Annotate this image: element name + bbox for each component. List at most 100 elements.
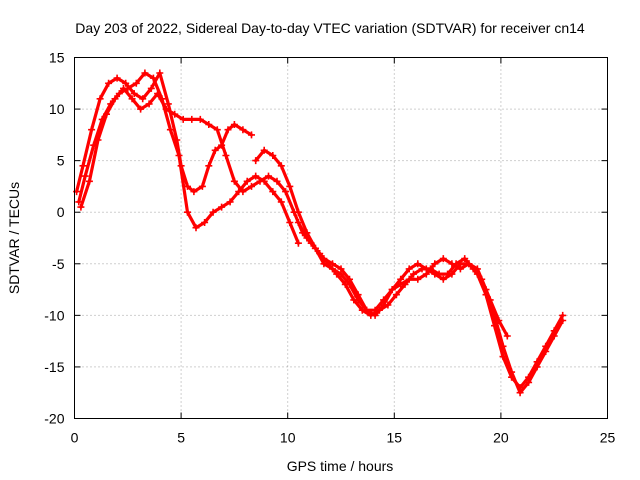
y-tick-label: -10 [44,307,64,323]
data-point [256,177,264,185]
data-point [508,368,516,376]
data-point [294,208,302,216]
data-point [311,244,319,252]
data-point [226,198,234,206]
data-point [388,286,396,294]
data-point [277,198,285,206]
data-point [179,115,187,123]
axis-ticks: 0 5 10 15 20 25 -20 -15 -10 -5 0 5 10 15 [44,50,615,446]
data-point [190,188,198,196]
x-axis-label: GPS time / hours [287,458,394,474]
data-point [239,188,247,196]
x-tick-label: 5 [177,430,185,446]
data-point [120,84,127,92]
plot-frame [74,57,608,419]
data-point [286,219,294,226]
x-tick-label: 0 [71,430,79,446]
series-markers [294,219,567,397]
data-point [542,348,550,355]
data-point [224,126,232,134]
data-point [277,162,285,170]
y-tick-label: -20 [44,411,64,427]
data-point [113,74,121,82]
x-tick-label: 15 [387,430,403,446]
data-point [175,152,183,159]
data-point [516,389,524,397]
data-series [73,69,567,397]
data-point [196,115,204,123]
data-point [85,177,93,185]
data-point [184,208,191,216]
data-point [320,255,328,263]
grid-lines [74,57,608,419]
data-point [205,121,213,128]
data-point [130,90,138,98]
chart-title: Day 203 of 2022, Sidereal Day-to-day VTE… [75,20,585,36]
data-point [198,182,206,190]
data-point [96,95,104,103]
data-point [252,172,260,180]
data-point [329,260,336,268]
data-point [294,239,302,247]
data-point [491,311,498,319]
x-tick-label: 20 [493,430,509,446]
data-point [171,110,179,118]
data-point [239,126,247,134]
series-track-e [294,219,567,397]
x-tick-label: 25 [600,430,616,446]
data-point [88,126,96,134]
data-point [392,291,400,299]
data-point [248,131,255,139]
data-point [222,152,230,159]
data-point [346,275,353,283]
data-point [209,208,217,216]
data-point [269,152,277,159]
data-point [473,265,481,273]
data-point [303,234,311,242]
data-point [243,177,251,185]
data-point [79,162,87,170]
data-point [482,286,490,294]
data-point [260,146,268,154]
y-tick-label: -15 [44,359,64,375]
data-point [248,182,255,190]
data-point [139,95,147,103]
data-point [154,90,162,98]
data-point [111,95,119,103]
data-point [213,126,221,134]
data-point [405,265,413,273]
data-point [273,177,281,185]
y-tick-label: 0 [57,204,65,220]
y-axis-label: SDTVAR / TECUs [6,182,22,294]
series-line [296,220,565,395]
data-point [448,260,456,268]
data-point [431,270,439,278]
data-point [337,265,345,273]
data-point [192,224,200,232]
data-point [550,332,558,340]
data-point [94,136,102,144]
data-point [105,79,113,87]
data-point [145,100,153,108]
data-point [132,79,140,87]
data-point [252,157,260,165]
data-point [141,69,149,77]
data-point [147,84,155,92]
data-point [397,280,405,288]
data-point [499,342,507,350]
data-point [294,219,302,226]
y-tick-label: 15 [49,50,65,66]
data-point [201,219,209,226]
data-point [380,301,388,309]
data-point [525,378,533,386]
data-point [282,188,290,196]
data-point [122,79,130,87]
y-tick-label: 10 [49,101,65,117]
data-point [456,265,464,273]
data-point [103,110,110,118]
data-point [410,270,417,278]
data-point [128,95,136,103]
data-point [211,146,219,154]
data-point [166,126,174,134]
